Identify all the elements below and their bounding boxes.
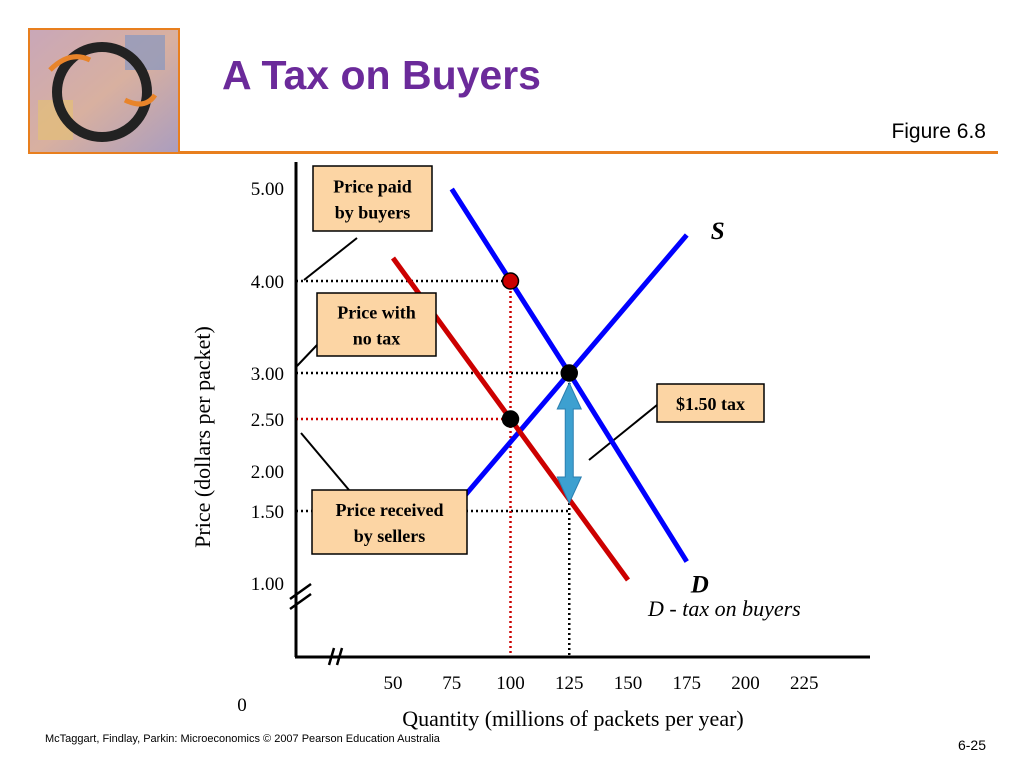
y-axis-break-mark: [289, 592, 312, 611]
callout-tax-amount: [656, 383, 765, 423]
callout-leaders: [296, 237, 658, 491]
tax-arrow-shape: [556, 381, 583, 505]
callout-text: Price received: [335, 500, 443, 520]
x-tick-label: 200: [731, 673, 760, 694]
callout-price-paid-by-buyers: [312, 165, 433, 232]
callout-price-with-no-tax: [316, 292, 437, 357]
labels: 1.00 1.50 2.00 2.50 3.00 4.00 5.00 50 75 100 125 15…: [190, 179, 819, 731]
y-tick-label: 5.00: [251, 179, 284, 200]
x-tick-label: 125: [555, 673, 584, 694]
callout-leader-line: [303, 237, 358, 281]
callout-text: by sellers: [354, 526, 426, 546]
origin-label: 0: [237, 695, 247, 716]
slide-title: A Tax on Buyers: [222, 52, 541, 98]
y-tick-label: 4.00: [251, 272, 284, 293]
logo-artwork: [30, 30, 178, 152]
logo-image: [28, 28, 180, 154]
footer-credit: McTaggart, Findlay, Parkin: Microeconomi…: [45, 733, 440, 745]
x-tick-label: 225: [790, 673, 819, 694]
equilibrium-point: [501, 272, 520, 290]
callout-leader-line: [588, 404, 658, 461]
x-tick-label: 75: [442, 673, 461, 694]
x-axis-title: Quantity (millions of packets per year): [402, 706, 744, 731]
x-tick-label: 175: [673, 673, 702, 694]
callout-price-received-by-sellers: [311, 489, 468, 555]
callout-text: Price with: [337, 303, 415, 323]
y-tick-label: 3.00: [251, 364, 284, 385]
x-axis-break-mark: [327, 647, 336, 666]
tax-arrow: [556, 381, 583, 505]
callouts: Price paid by buyers Price with no tax Price…: [311, 165, 765, 555]
callout-text: Price paid: [333, 177, 412, 197]
supply-label: S: [711, 218, 725, 245]
x-tick-label: 100: [496, 673, 525, 694]
callout-leader-line: [296, 344, 318, 367]
axes: [289, 162, 870, 666]
x-tick-label: 50: [384, 673, 403, 694]
x-tick-label: 150: [614, 673, 643, 694]
tax-demand-label: D - tax on buyers: [647, 596, 801, 621]
y-axis-break-mark: [289, 582, 312, 601]
slide-number: 6-25: [957, 737, 986, 753]
title-divider: [180, 151, 998, 154]
y-tick-label: 1.50: [251, 502, 284, 523]
points: [501, 272, 578, 428]
equilibrium-point: [560, 364, 578, 382]
x-axis-break-mark: [335, 647, 344, 666]
y-tick-label: 2.00: [251, 462, 284, 483]
figure-label: Figure 6.8: [891, 120, 986, 143]
demand-label: D: [690, 572, 709, 599]
y-tick-label: 2.50: [251, 410, 284, 431]
callout-text: $1.50 tax: [676, 394, 745, 414]
y-tick-label: 1.00: [251, 574, 284, 595]
equilibrium-point: [501, 410, 520, 428]
callout-text: by buyers: [335, 203, 411, 223]
callout-text: no tax: [353, 329, 401, 349]
callout-leader-line: [300, 432, 350, 491]
y-axis-title: Price (dollars per packet): [190, 326, 215, 548]
